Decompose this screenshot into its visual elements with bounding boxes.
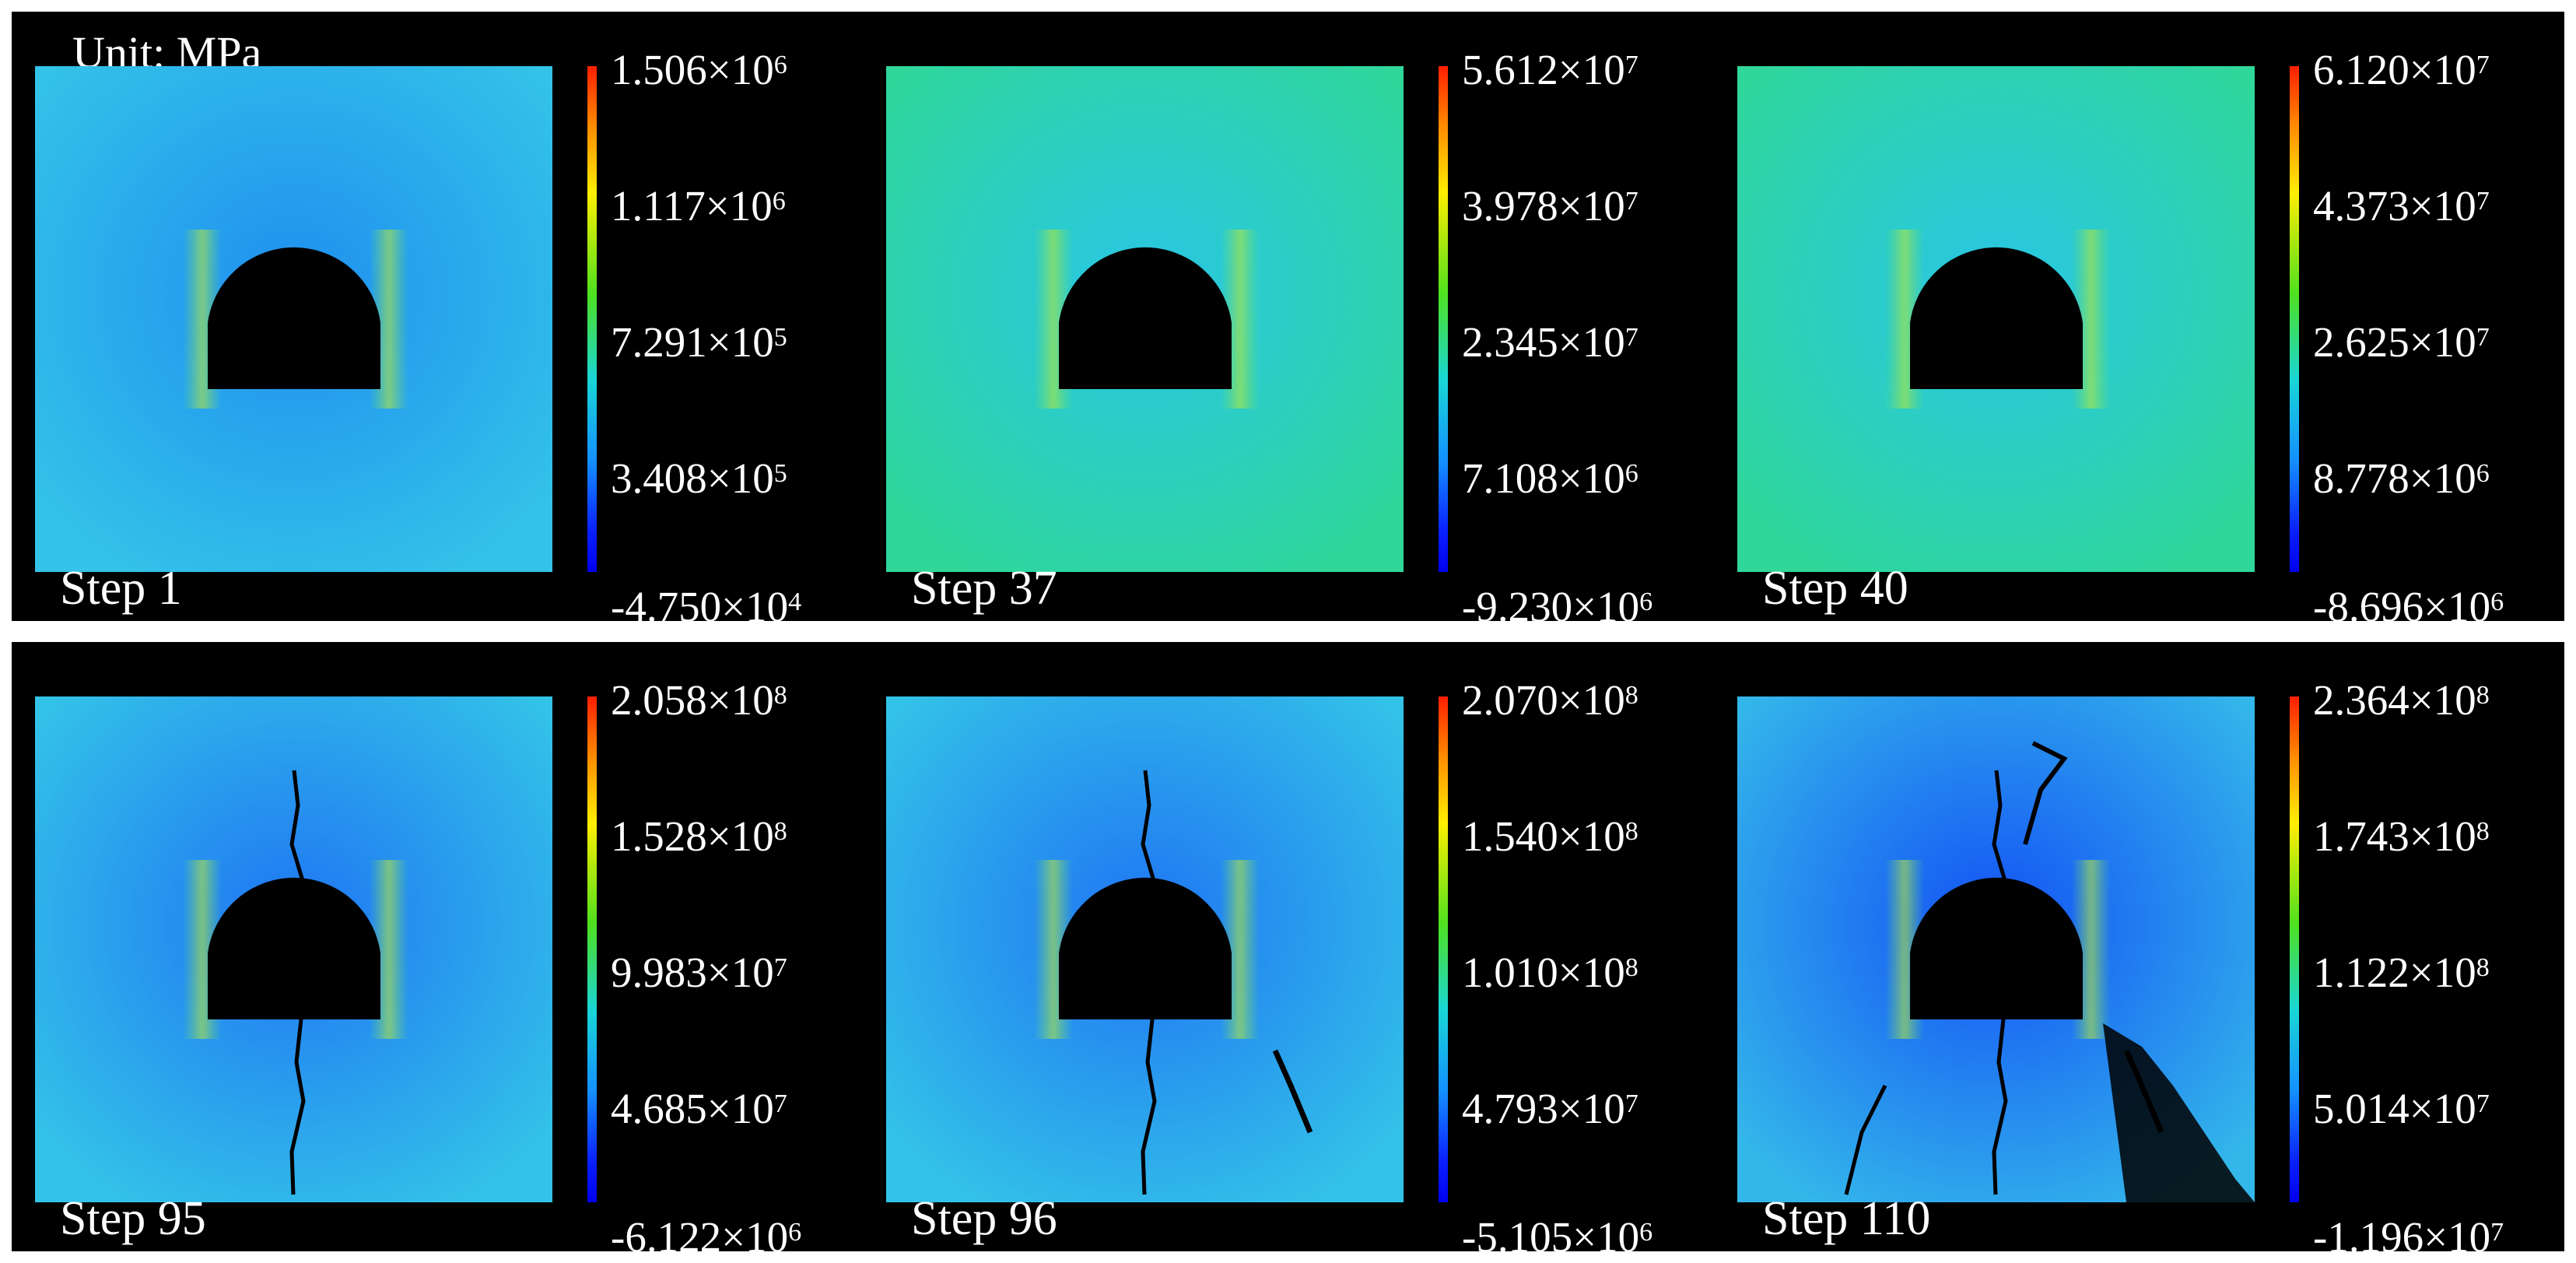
stress-field-image: [35, 66, 552, 572]
stress-field-image: [1737, 66, 2255, 572]
colorbar: [587, 696, 597, 1202]
colorbar: [1439, 696, 1448, 1202]
colorbar-tick-label: 2.345×107: [1462, 318, 1638, 366]
stress-field-image: [886, 696, 1404, 1202]
colorbar-tick-label: 5.612×107: [1462, 46, 1638, 93]
step-label: Step 1: [60, 562, 182, 615]
colorbar-tick-label: 3.408×105: [611, 454, 787, 502]
stress-field-image: [35, 696, 552, 1202]
colorbar: [2290, 696, 2299, 1202]
panel-3: 6.120×107 4.373×107 2.625×107 8.778×106 -8.6…: [1714, 12, 2564, 630]
colorbar-tick-label: 1.540×108: [1462, 812, 1638, 860]
colorbar-tick-label: 1.010×108: [1462, 949, 1638, 996]
panel-6: 2.364×108 1.743×108 1.122×108 5.014×107 -1.1…: [1714, 642, 2564, 1261]
colorbar-tick-label: 1.528×108: [611, 812, 787, 860]
colorbar-tick-label: 4.793×107: [1462, 1085, 1638, 1132]
panel-1: 1.506×106 1.117×106 7.291×105 3.408×105 -4.7…: [12, 12, 862, 630]
colorbar-tick-label: -5.105×106: [1462, 1213, 1653, 1261]
colorbar-tick-label: -1.196×107: [2313, 1213, 2504, 1261]
colorbar-tick-label: 8.778×106: [2313, 454, 2490, 502]
step-label: Step 96: [911, 1192, 1057, 1245]
colorbar-tick-label: 2.364×108: [2313, 676, 2490, 724]
stress-field-image: [886, 66, 1404, 572]
colorbar-tick-label: 2.058×108: [611, 676, 787, 724]
panel-2: 5.612×107 3.978×107 2.345×107 7.108×106 -9.2…: [863, 12, 1713, 630]
colorbar-tick-label: 1.117×106: [611, 182, 786, 230]
colorbar-tick-label: 3.978×107: [1462, 182, 1638, 230]
colorbar-tick-label: -8.696×106: [2313, 583, 2504, 630]
panel-5: 2.070×108 1.540×108 1.010×108 4.793×107 -5.1…: [863, 642, 1713, 1261]
panel-4: 2.058×108 1.528×108 9.983×107 4.685×107 -6.1…: [12, 642, 862, 1261]
colorbar-tick-label: 2.625×107: [2313, 318, 2490, 366]
colorbar: [1439, 66, 1448, 572]
step-label: Step 37: [911, 562, 1057, 615]
colorbar-tick-label: -4.750×104: [611, 583, 802, 630]
colorbar: [587, 66, 597, 572]
colorbar: [2290, 66, 2299, 572]
colorbar-tick-label: 2.070×108: [1462, 676, 1638, 724]
colorbar-tick-label: -9.230×106: [1462, 583, 1653, 630]
step-label: Step 40: [1762, 562, 1908, 615]
colorbar-tick-label: 5.014×107: [2313, 1085, 2490, 1132]
step-label: Step 110: [1762, 1192, 1931, 1245]
colorbar-tick-label: 9.983×107: [611, 949, 787, 996]
stress-field-image: [1737, 696, 2255, 1202]
colorbar-tick-label: 1.122×108: [2313, 949, 2490, 996]
step-label: Step 95: [60, 1192, 206, 1245]
colorbar-tick-label: 4.373×107: [2313, 182, 2490, 230]
colorbar-tick-label: 7.291×105: [611, 318, 787, 366]
colorbar-tick-label: 4.685×107: [611, 1085, 787, 1132]
colorbar-tick-label: 7.108×106: [1462, 454, 1638, 502]
colorbar-tick-label: 1.743×108: [2313, 812, 2490, 860]
colorbar-tick-label: -6.122×106: [611, 1213, 802, 1261]
colorbar-tick-label: 6.120×107: [2313, 46, 2490, 93]
colorbar-tick-label: 1.506×106: [611, 46, 787, 93]
